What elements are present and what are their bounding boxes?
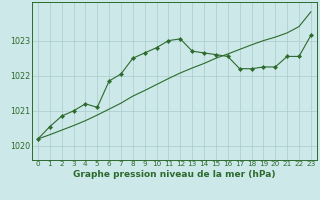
X-axis label: Graphe pression niveau de la mer (hPa): Graphe pression niveau de la mer (hPa)	[73, 170, 276, 179]
